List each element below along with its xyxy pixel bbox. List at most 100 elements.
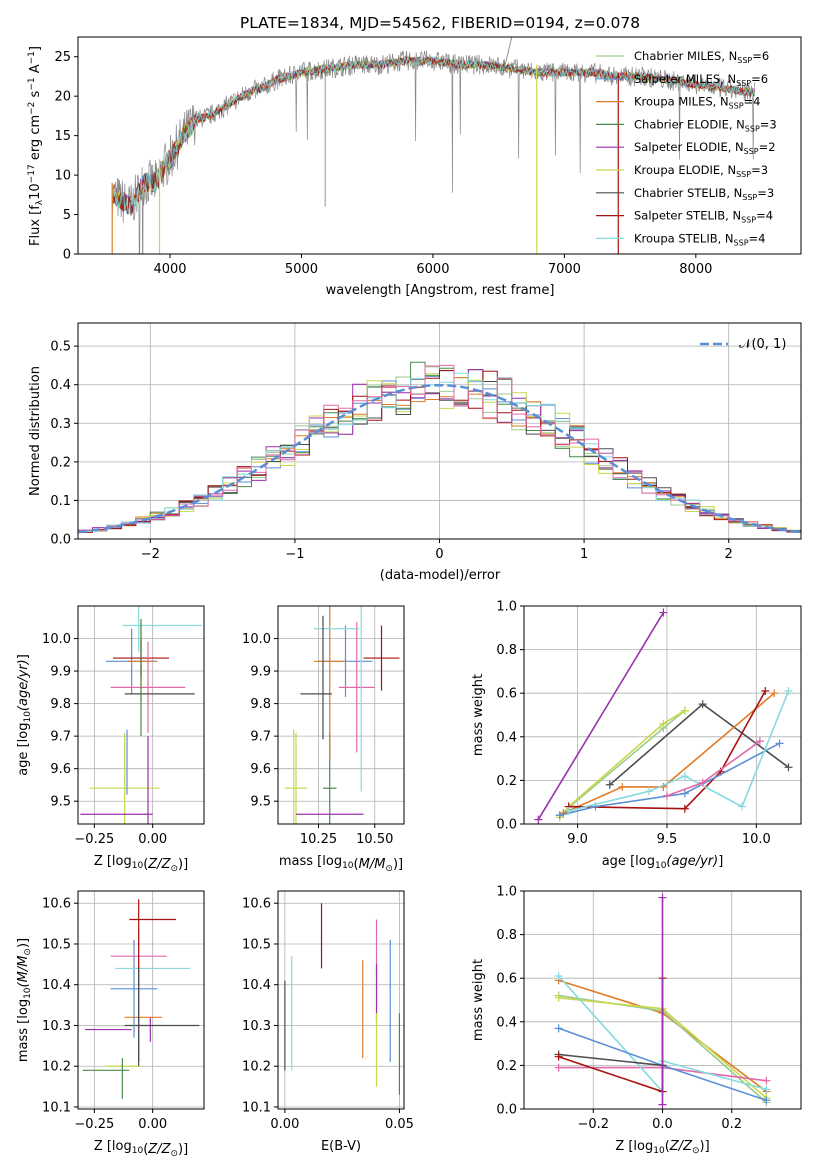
- weight-lines: [554, 893, 771, 1109]
- weight-series: [666, 740, 761, 797]
- x-tick-label: −0.2: [577, 1117, 609, 1132]
- residual-panel: −2 −1 0 1 2 0.0 0.1 0.2 0.3 0.4 0.5 (data-model)/er…: [28, 322, 802, 583]
- y-tick-label: 0.2: [50, 455, 71, 470]
- x-tick-label: 0.05: [385, 1117, 414, 1132]
- spectrum-spike: [504, 37, 513, 65]
- y-tick-label: 10.3: [242, 1019, 271, 1034]
- weight-series: [568, 690, 766, 810]
- y-tick-label: 0.2: [496, 1059, 517, 1074]
- weight-marker: [555, 811, 564, 820]
- weight-marker: [762, 1085, 771, 1094]
- weight-vs-Z-panel: −0.2 0.0 0.2 0.0 0.2 0.4 0.6 0.8 1.0 Z [log10(Z/Z…: [471, 885, 802, 1156]
- weight-marker: [775, 739, 784, 748]
- y-tick-label: 9.6: [250, 762, 271, 777]
- axes-frame: [277, 890, 405, 1110]
- weight-series: [559, 742, 780, 817]
- axes-frame: [277, 605, 405, 825]
- x-tick-label: 0.00: [138, 1117, 167, 1132]
- y-tick-label: 0.0: [496, 1103, 517, 1118]
- weight-marker: [784, 763, 793, 772]
- y-tick-label: 0.2: [496, 774, 517, 789]
- x-tick-label: 0.00: [138, 832, 167, 847]
- weight-marker: [662, 791, 671, 800]
- chart-title: PLATE=1834, MJD=54562, FIBERID=0194, z=0…: [240, 14, 640, 32]
- weight-marker: [658, 893, 667, 902]
- legend-label: Kroupa STELIB, NSSP=4: [634, 231, 765, 247]
- y-tick-label: 9.8: [250, 697, 271, 712]
- y-tick-label: 0: [63, 248, 71, 263]
- x-tick-label: 9.5: [657, 832, 678, 847]
- y-tick-label: 10.0: [242, 632, 271, 647]
- y-tick-label: 10.2: [242, 1060, 271, 1075]
- spectrum-series: [111, 55, 756, 214]
- weight-series: [609, 703, 789, 786]
- y-tick-label: 10.2: [42, 1060, 71, 1075]
- x-axis-label: age [log10(age/yr)]: [602, 854, 724, 871]
- y-tick-label: 0.4: [50, 378, 71, 393]
- y-tick-label: 1.0: [496, 600, 517, 615]
- y-tick-label: 0.0: [496, 818, 517, 833]
- y-tick-label: 9.7: [50, 730, 71, 745]
- x-axis-label: mass [log10(M/M⊙)]: [279, 854, 403, 874]
- y-tick-label: 10.5: [42, 937, 71, 952]
- weight-marker: [645, 787, 654, 796]
- y-tick-label: 9.6: [50, 762, 71, 777]
- weight-marker: [680, 804, 689, 813]
- x-axis-label: Z [log10(Z/Z⊙)]: [94, 1139, 188, 1159]
- y-tick-label: 15: [54, 129, 71, 144]
- y-axis-label: Flux [fλ10−17 erg cm−2 s−1 A−1]: [27, 46, 45, 246]
- weight-marker: [564, 806, 573, 815]
- y-tick-label: 9.7: [250, 730, 271, 745]
- weight-marker: [554, 993, 563, 1002]
- x-tick-label: 4000: [153, 262, 186, 277]
- x-tick-label: 10.0: [742, 832, 771, 847]
- weight-series: [559, 709, 686, 816]
- y-axis-label: mass [log10(M/M⊙)]: [16, 938, 33, 1062]
- weight-series: [537, 612, 665, 821]
- weight-marker: [680, 789, 689, 798]
- x-tick-label: 2: [725, 547, 733, 562]
- y-tick-label: 0.5: [50, 340, 71, 355]
- histograms: [78, 361, 801, 535]
- weight-vs-age-panel: 9.0 9.5 10.0 0.0 0.2 0.4 0.6 0.8 1.0 age [log10(a…: [471, 600, 802, 871]
- y-tick-label: 10.1: [242, 1100, 271, 1115]
- y-tick-label: 10.5: [242, 937, 271, 952]
- age_vs_Z-panel: −0.25 0.00 9.5 9.6 9.7 9.8 9.9 10.0 Z [log10(Z/Z…: [16, 605, 205, 874]
- weight-marker: [659, 608, 668, 617]
- y-axis-label: Normed distribution: [28, 366, 43, 496]
- x-tick-label: 10.25: [300, 832, 337, 847]
- y-tick-label: 20: [54, 90, 71, 105]
- y-tick-label: 1.0: [496, 885, 517, 900]
- legend-label: Chabrier ELODIE, NSSP=3: [634, 117, 777, 133]
- weight-marker: [554, 1063, 563, 1072]
- axes-frame: [523, 605, 802, 825]
- y-tick-label: 9.8: [50, 697, 71, 712]
- legend-label: Chabrier MILES, NSSP=6: [634, 49, 769, 65]
- y-tick-label: 10.4: [42, 978, 71, 993]
- weight-marker: [658, 1100, 667, 1109]
- weight-marker: [698, 778, 707, 787]
- x-axis-label: Z [log10(Z/Z⊙)]: [615, 1139, 709, 1156]
- legend-label: Kroupa ELODIE, NSSP=3: [634, 163, 768, 179]
- y-tick-label: 5: [63, 208, 71, 223]
- spectrum-series: [111, 55, 756, 213]
- x-tick-label: 5000: [285, 262, 318, 277]
- x-axis-label: E(B-V): [321, 1139, 361, 1154]
- y-tick-label: 25: [54, 50, 71, 65]
- x-tick-label: 0.2: [721, 1117, 742, 1132]
- y-tick-label: 0.6: [496, 972, 517, 987]
- weight-series: [558, 1053, 663, 1067]
- mass_vs_ebv-panel: 0.00 0.05 10.1 10.2 10.3 10.4 10.5 10.6 E(B-V): [242, 890, 414, 1154]
- x-tick-label: 9.0: [567, 832, 588, 847]
- weight-marker: [698, 700, 707, 709]
- weight-marker: [680, 772, 689, 781]
- y-tick-label: 10.6: [242, 897, 271, 912]
- x-tick-label: −2: [141, 547, 160, 562]
- y-tick-label: 10.1: [42, 1100, 71, 1115]
- errorbars: [284, 606, 400, 824]
- weight-marker: [554, 1052, 563, 1061]
- x-tick-label: −0.25: [74, 832, 114, 847]
- spectrum-panel: PLATE=1834, MJD=54562, FIBERID=0194, z=0…: [27, 14, 802, 298]
- legend-label: Salpeter STELIB, NSSP=4: [634, 209, 773, 225]
